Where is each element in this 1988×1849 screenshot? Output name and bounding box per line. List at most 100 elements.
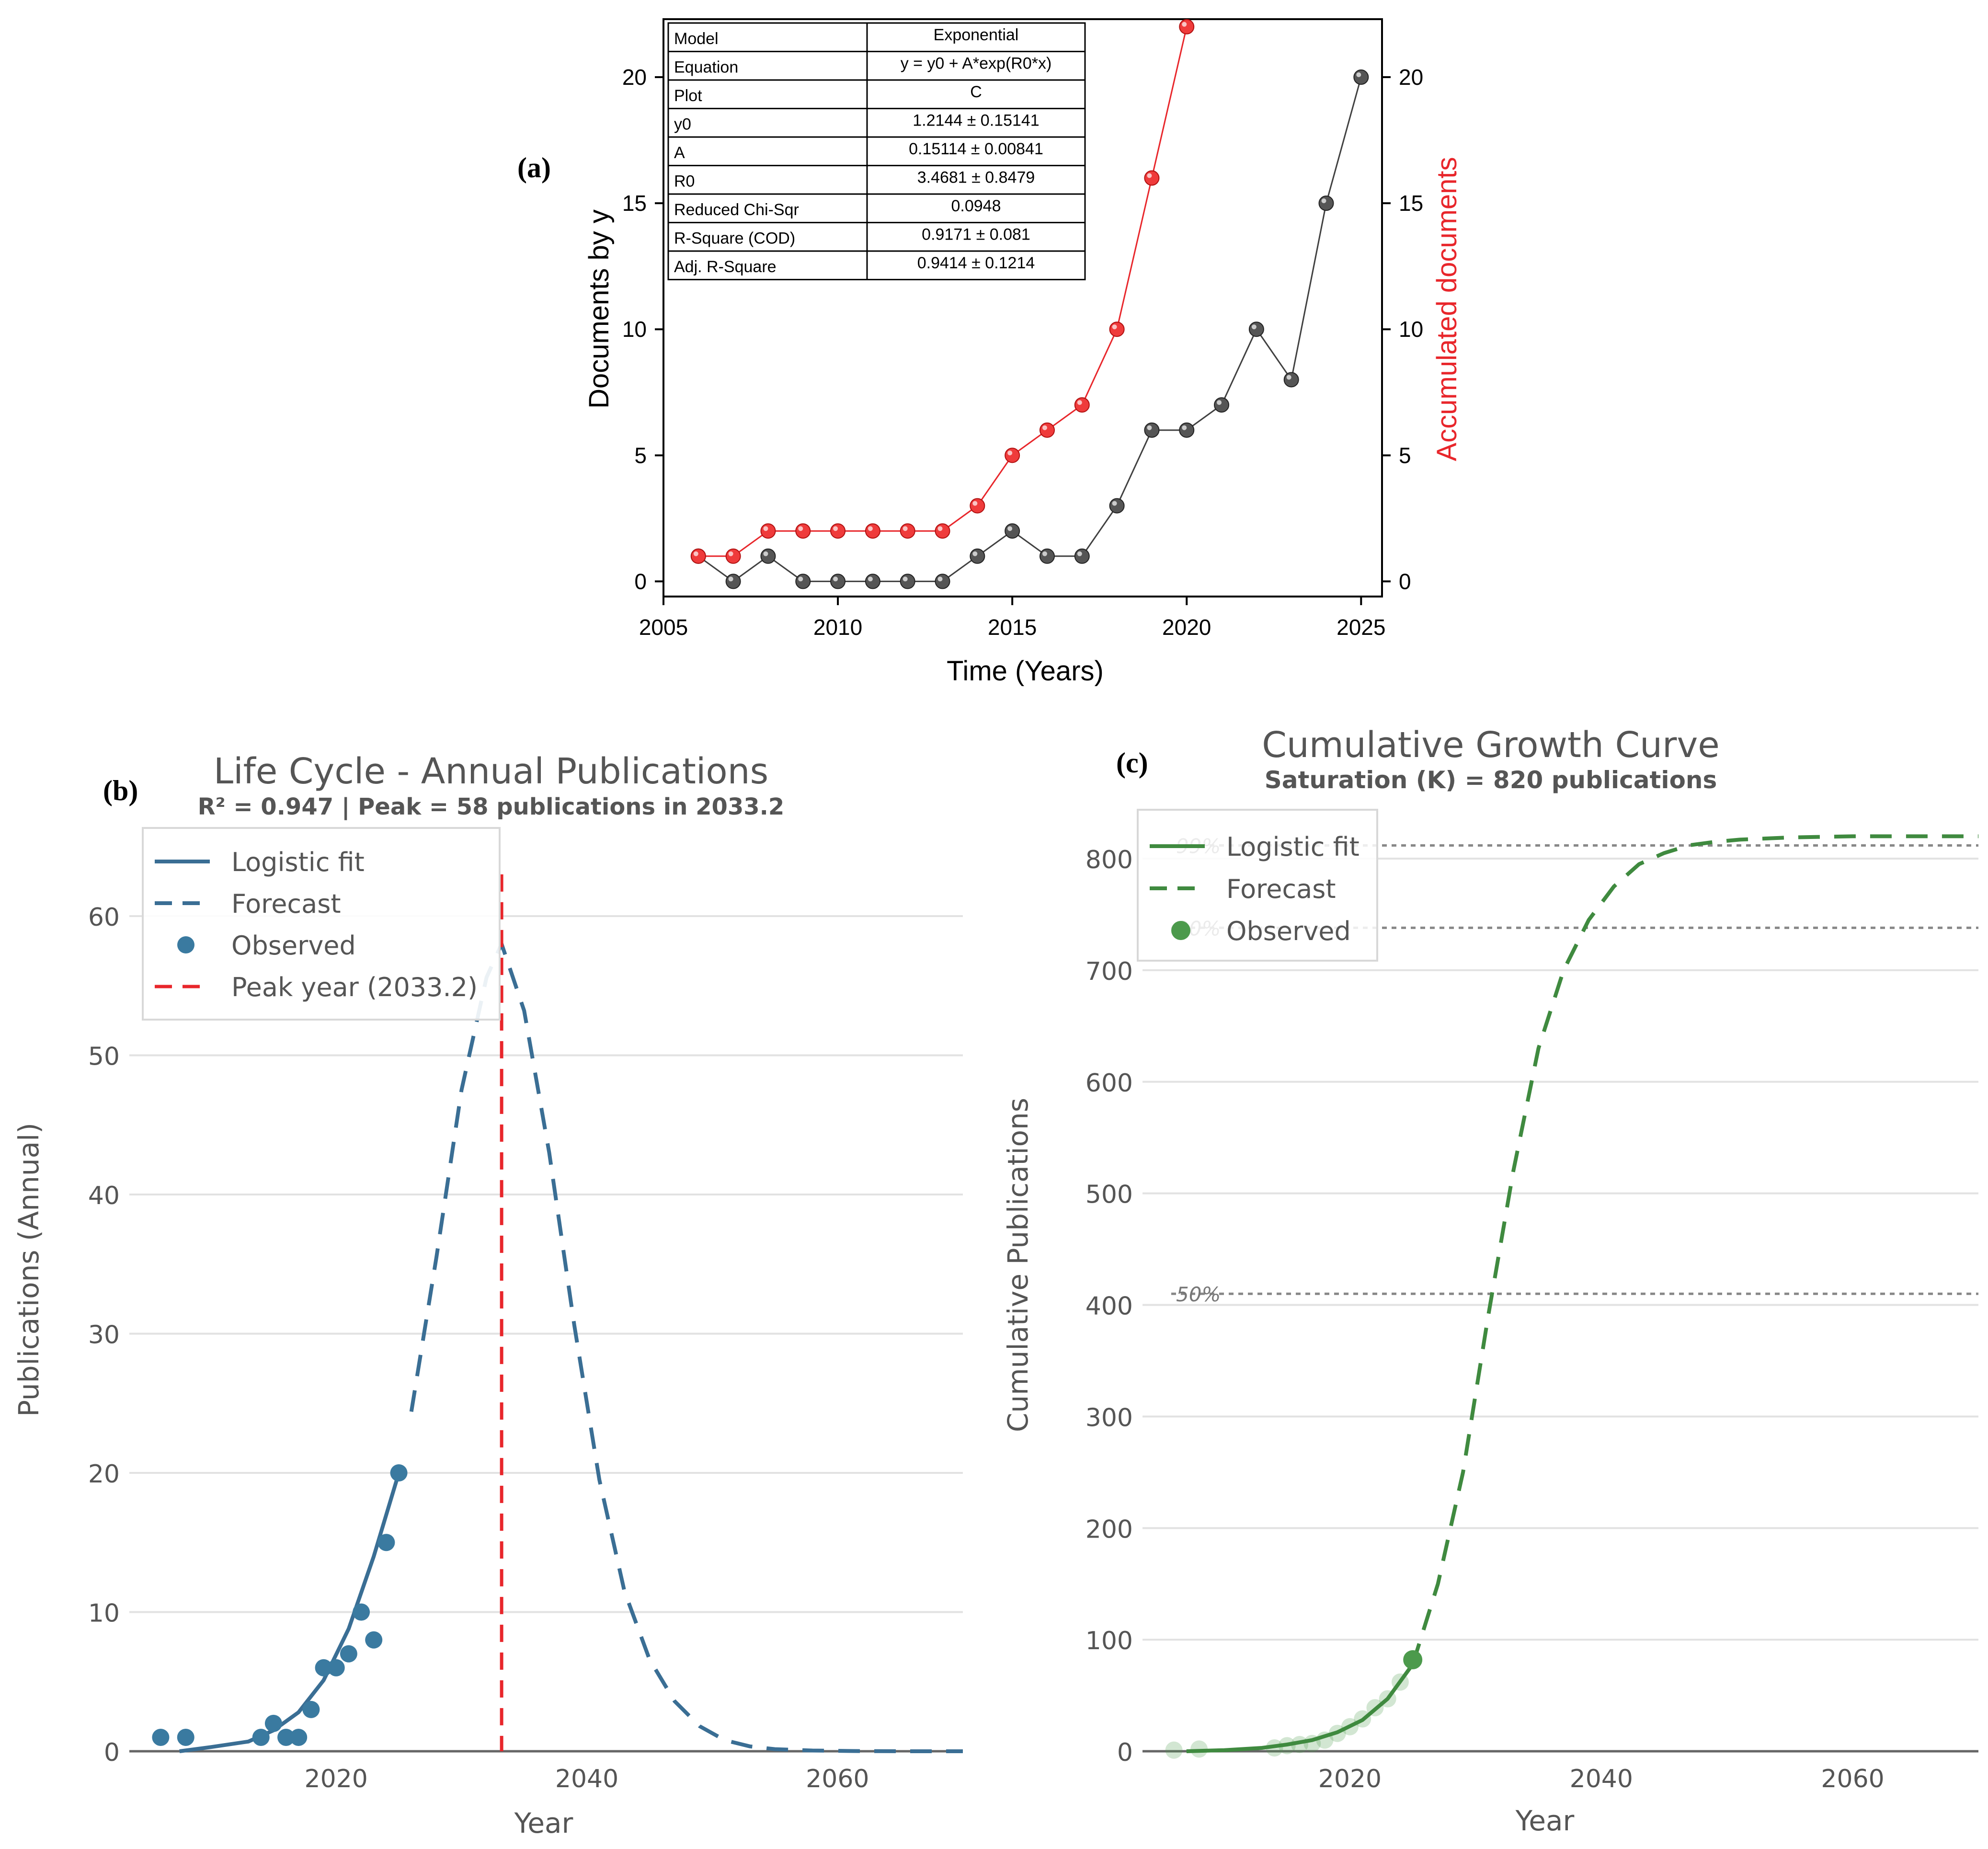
data-point — [1109, 498, 1125, 514]
point-highlight — [1112, 501, 1117, 506]
data-point — [1144, 422, 1160, 438]
table-value: 3.4681 ± 0.8479 — [917, 169, 1035, 187]
x-tick-label: 2020 — [305, 1765, 368, 1793]
data-point — [935, 523, 950, 539]
y-tick-label: 700 — [1085, 957, 1133, 986]
table-value: y = y0 + A*exp(R0*x) — [901, 55, 1052, 73]
point-highlight — [903, 526, 908, 531]
logistic-fit-line — [1186, 1663, 1415, 1753]
y-axis-label: Cumulative Publications — [1002, 1098, 1034, 1432]
legend-swatch-dot — [1171, 921, 1190, 940]
point-highlight — [1147, 173, 1152, 178]
table-value: C — [970, 83, 982, 101]
y-tick-label: 60 — [88, 903, 120, 932]
observed-point — [1403, 1650, 1423, 1670]
x-tick-label: 2020 — [1318, 1765, 1382, 1793]
observed-point — [327, 1659, 345, 1677]
legend-label: Observed — [1226, 916, 1351, 946]
panel-b: (b) Life Cycle - Annual Publications R² … — [12, 751, 963, 1839]
point-highlight — [868, 526, 873, 531]
legend-label: Forecast — [1226, 874, 1336, 904]
legend-swatch-dot — [177, 936, 194, 953]
data-point — [690, 548, 706, 564]
y-tick-label: 30 — [88, 1321, 120, 1350]
y-tick-label: 50 — [88, 1043, 120, 1071]
y-tick-label: 800 — [1085, 846, 1133, 874]
table-key: Model — [674, 30, 719, 48]
data-point — [1144, 170, 1160, 186]
point-highlight — [763, 526, 768, 531]
x-tick-label: 2005 — [639, 615, 688, 640]
point-highlight — [728, 551, 733, 556]
point-highlight — [1042, 551, 1047, 556]
point-highlight — [1356, 72, 1361, 78]
y-tick-label: 0 — [104, 1738, 120, 1767]
legend-label: Observed — [231, 930, 356, 961]
data-point — [900, 574, 915, 589]
data-point — [935, 574, 950, 589]
chart-subtitle: R² = 0.947 | Peak = 58 publications in 2… — [198, 793, 785, 820]
data-point — [795, 523, 811, 539]
series-accumulated — [690, 19, 1195, 564]
y2-tick-label: 20 — [1399, 65, 1423, 90]
data-point — [760, 548, 776, 564]
x-axis-label: Year — [514, 1807, 573, 1839]
observed-point — [340, 1645, 357, 1663]
table-value: 0.9414 ± 0.1214 — [917, 254, 1035, 272]
point-highlight — [937, 576, 943, 582]
chart-title: Cumulative Growth Curve — [1262, 724, 1720, 766]
observed-point — [290, 1728, 308, 1746]
data-point — [1179, 19, 1195, 34]
x-tick-label: 2015 — [988, 615, 1037, 640]
x-tick-label: 2040 — [555, 1765, 618, 1793]
fit-table: Model Exponential Equation y = y0 + A*exp(R… — [667, 22, 1086, 280]
y2-axis-label: Accumulated documents — [1431, 157, 1462, 461]
data-point — [830, 574, 846, 589]
panel-c: (c) Cumulative Growth Curve Saturation (… — [1002, 724, 1978, 1837]
point-highlight — [868, 576, 873, 582]
table-key: R0 — [674, 172, 695, 191]
y-tick-label: 5 — [634, 443, 647, 468]
data-point — [1283, 372, 1299, 388]
observed-point — [353, 1603, 370, 1621]
data-point — [1074, 548, 1090, 564]
table-key: y0 — [674, 115, 691, 134]
y2-tick-label: 10 — [1399, 317, 1423, 342]
x-tick-label: 2010 — [813, 615, 862, 640]
y-tick-label: 40 — [88, 1182, 120, 1210]
x-axis-label: Year — [1515, 1804, 1575, 1837]
data-point — [1005, 448, 1020, 463]
point-highlight — [1251, 324, 1257, 330]
table-key: R-Square (COD) — [674, 230, 795, 248]
y-tick-label: 500 — [1085, 1181, 1133, 1209]
point-highlight — [1077, 551, 1082, 556]
observed-point-faded — [1165, 1741, 1183, 1759]
chart-title: Life Cycle - Annual Publications — [214, 751, 768, 792]
data-point — [1074, 397, 1090, 413]
y-tick-label: 100 — [1085, 1627, 1133, 1655]
forecast-line — [409, 939, 963, 1753]
table-key: A — [674, 144, 685, 162]
x-tick-label: 2020 — [1162, 615, 1211, 640]
reference-label: 50% — [1176, 1283, 1221, 1306]
point-highlight — [798, 526, 803, 531]
observed-point — [152, 1728, 170, 1746]
x-axis-label: Time (Years) — [947, 655, 1104, 687]
point-highlight — [728, 576, 733, 582]
table-key: Adj. R-Square — [674, 258, 777, 276]
data-point — [725, 574, 741, 589]
point-highlight — [1217, 400, 1222, 405]
table-key: Equation — [674, 58, 738, 77]
table-border — [667, 22, 1086, 280]
observed-point — [277, 1728, 295, 1746]
point-highlight — [937, 526, 943, 531]
data-point — [760, 523, 776, 539]
point-highlight — [972, 501, 978, 506]
panel-a-label: (a) — [517, 152, 551, 184]
table-value: Exponential — [934, 26, 1019, 44]
observed-point — [365, 1631, 383, 1649]
point-highlight — [1007, 526, 1013, 531]
data-point — [1109, 322, 1125, 337]
